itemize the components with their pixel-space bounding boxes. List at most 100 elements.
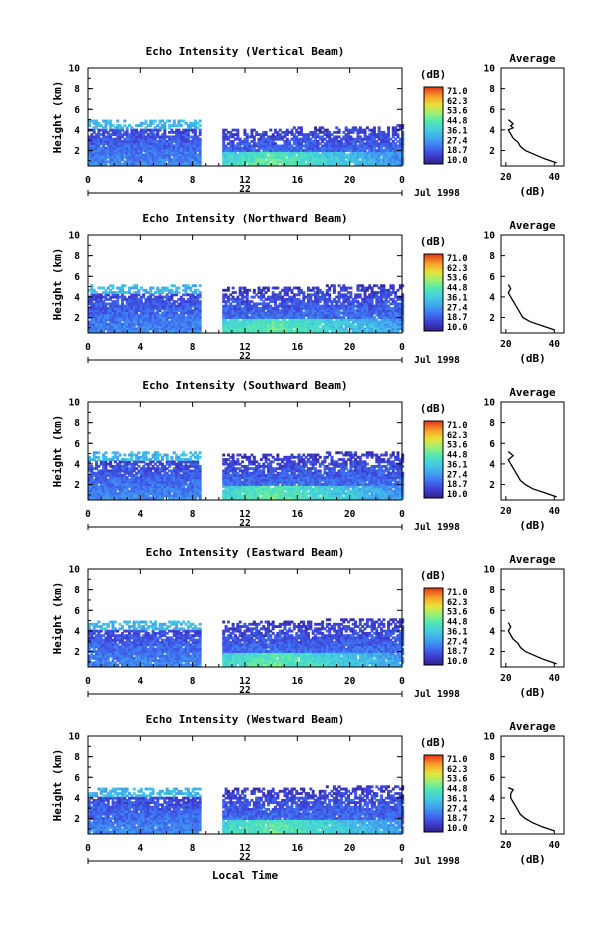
heatmap-cell (109, 120, 112, 123)
y-tick-label: 8 (74, 251, 80, 262)
x-tick-label: 0 (399, 342, 405, 353)
heatmap-cell (387, 126, 390, 129)
heatmap-cell (328, 293, 331, 296)
heatmap-cell (199, 291, 202, 294)
x-tick-label: 4 (137, 175, 143, 186)
y-tick-label: 4 (74, 292, 80, 303)
heatmap-cell (392, 284, 395, 287)
x-tick-label: 8 (190, 175, 196, 186)
colorbar-tick-label: 10.0 (447, 323, 467, 333)
colorbar-unit: (dB) (420, 235, 447, 248)
heatmap-cell (378, 126, 381, 129)
profile-y-tick-label: 4 (489, 292, 495, 303)
heatmap-cell (97, 451, 100, 454)
colorbar-tick-label: 44.8 (447, 284, 467, 294)
colorbar-tick-label: 18.7 (447, 313, 467, 323)
colorbar-tick-label: 62.3 (447, 97, 467, 107)
heatmap-cell (104, 451, 107, 454)
profile-frame (501, 68, 564, 166)
heatmap-cell (173, 120, 176, 123)
heatmap-cell (180, 124, 183, 127)
heatmap-cell (265, 131, 268, 134)
colorbar-tick-label: 53.6 (447, 274, 467, 284)
y-tick-label: 8 (74, 84, 80, 95)
echo-heatmap (88, 451, 404, 499)
profile-y-tick-label: 2 (489, 313, 495, 324)
heatmap-cell (199, 300, 202, 303)
profile-line (508, 285, 554, 330)
heatmap-cell (236, 129, 239, 132)
x-tick-label: 20 (344, 175, 356, 186)
date-label: Jul 1998 (414, 188, 460, 199)
heatmap-cell (112, 284, 115, 287)
x-tick-label: 20 (344, 342, 356, 353)
colorbar-tick-label: 27.4 (447, 136, 467, 146)
echo-heatmap (88, 120, 404, 166)
profile-line (508, 120, 556, 163)
heatmap-cell (168, 120, 171, 123)
y-tick-label: 2 (74, 146, 80, 157)
heatmap-cell (119, 454, 122, 457)
heatmap-cell (359, 293, 362, 296)
heatmap-cell (397, 133, 400, 136)
heatmap-cell (300, 126, 303, 129)
heatmap-cell (382, 284, 385, 287)
colorbar-tick-label: 71.0 (447, 87, 467, 97)
profile-x-label: (dB) (519, 352, 546, 365)
x-tick-label: 16 (292, 175, 304, 186)
heatmap-cell (135, 284, 138, 287)
x-tick-label: 0 (399, 175, 405, 186)
heatmap-cell (232, 287, 235, 290)
heatmap-cell (199, 120, 202, 123)
profile-y-tick-label: 6 (489, 105, 495, 116)
heatmap-cell (234, 291, 237, 294)
colorbar-tick-label: 10.0 (447, 156, 467, 166)
heatmap-cell (177, 291, 180, 294)
heatmap-cell (253, 289, 256, 292)
heatmap-cell (123, 284, 126, 287)
heatmap-cell (349, 291, 352, 294)
y-axis-label: Height (km) (51, 81, 64, 154)
x-tick-label: 4 (137, 342, 143, 353)
day-label: 22 (239, 184, 250, 195)
heatmap-cell (333, 284, 336, 287)
colorbar-tick-label: 18.7 (447, 146, 467, 156)
echo-heatmap (88, 284, 404, 332)
heatmap-cell (123, 120, 126, 123)
y-tick-label: 6 (74, 272, 80, 283)
panel-title: Echo Intensity (Northward Beam) (142, 212, 347, 225)
heatmap-cell (137, 451, 140, 454)
x-tick-label: 0 (85, 342, 91, 353)
colorbar-tick-label: 62.3 (447, 264, 467, 274)
x-tick-label: 8 (190, 342, 196, 353)
colorbar-tick-label: 36.1 (447, 293, 467, 303)
heatmap-cell (373, 126, 376, 129)
heatmap-cell (199, 124, 202, 127)
heatmap-cell (267, 287, 270, 290)
panel-title: Echo Intensity (Vertical Beam) (146, 45, 345, 58)
heatmap-cell (123, 454, 126, 457)
profile-y-tick-label: 10 (484, 64, 496, 75)
profile-y-tick-label: 2 (489, 146, 495, 157)
colorbar-tick-label: 71.0 (447, 254, 467, 264)
colorbar-unit: (dB) (420, 68, 447, 81)
heatmap-cell (349, 287, 352, 290)
heatmap-cell (177, 287, 180, 290)
x-tick-label: 0 (85, 175, 91, 186)
day-label: 22 (239, 351, 250, 362)
heatmap-cell (276, 287, 279, 290)
heatmap-cell (243, 129, 246, 132)
profile-x-tick-label: 20 (500, 339, 512, 350)
profile-y-tick-label: 10 (484, 231, 496, 242)
colorbar-tick-label: 44.8 (447, 117, 467, 127)
profile-title: Average (509, 219, 556, 232)
y-tick-label: 2 (74, 313, 80, 324)
y-tick-label: 10 (69, 64, 81, 75)
profile-y-tick-label: 6 (489, 272, 495, 283)
profile-x-label: (dB) (519, 185, 546, 198)
profile-y-tick-label: 8 (489, 84, 495, 95)
panel-title: Echo Intensity (Southward Beam) (142, 379, 347, 392)
heatmap-cell (97, 456, 100, 459)
